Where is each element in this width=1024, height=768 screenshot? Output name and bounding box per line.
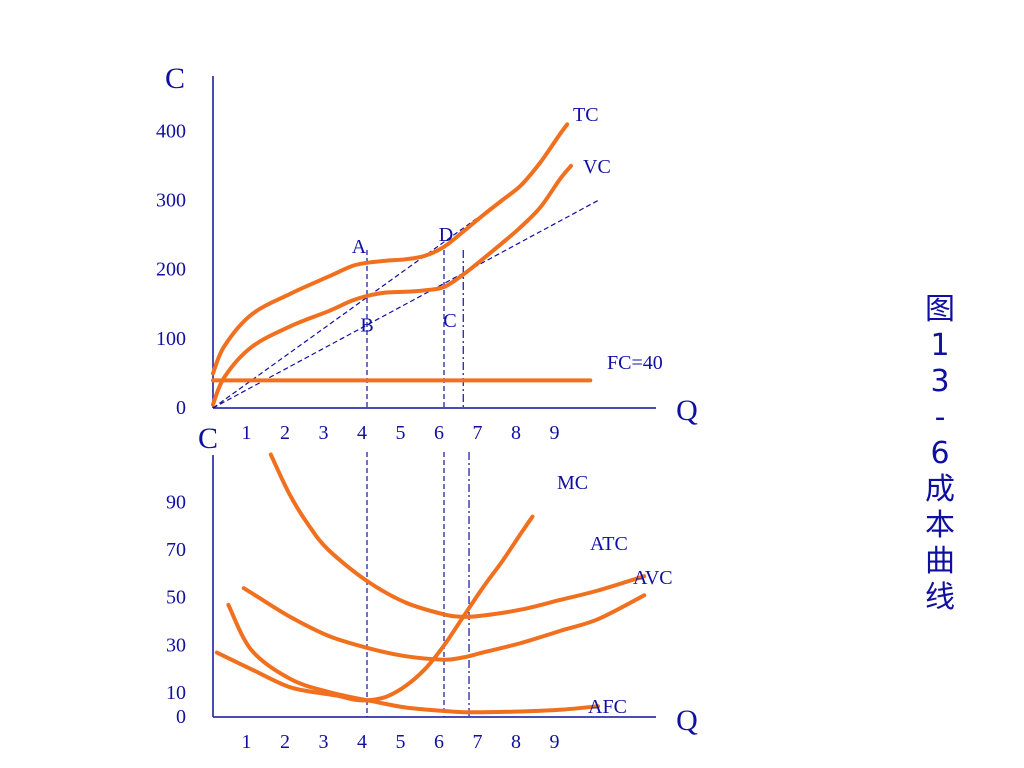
caption-char: 6 <box>930 436 950 471</box>
caption-char: 曲 <box>925 544 955 579</box>
unit-cost-y-axis-label: C <box>198 422 218 455</box>
total-cost-point-label-d: D <box>439 224 453 246</box>
unit-cost-afc-curve <box>214 650 600 715</box>
total-cost-guide-ray <box>212 199 599 409</box>
total-cost-tc-curve <box>211 122 570 376</box>
total-cost-x-tick-label: 6 <box>434 422 444 444</box>
total-cost-y-tick-label: 200 <box>156 259 186 281</box>
total-cost-x-axis-label: Q <box>676 394 698 427</box>
caption-char: 本 <box>925 508 955 543</box>
unit-cost-avc-label: AVC <box>633 567 673 589</box>
total-cost-y-tick-label: 100 <box>156 328 186 350</box>
total-cost-guide-ray <box>212 186 522 409</box>
unit-cost-avc-curve <box>241 586 647 662</box>
unit-cost-mc-curve <box>326 514 535 703</box>
unit-cost-y-tick-label: 0 <box>176 706 186 728</box>
total-cost-point-label-c: C <box>443 310 456 332</box>
total-cost-x-tick-label: 2 <box>280 422 290 444</box>
total-cost-tc-label: TC <box>573 104 599 126</box>
unit-cost-y-tick-label: 50 <box>166 587 186 609</box>
total-cost-point-label-b: B <box>360 314 373 336</box>
unit-cost-x-tick-label: 8 <box>511 731 521 753</box>
total-cost-x-tick-label: 1 <box>242 422 252 444</box>
unit-cost-atc-label: ATC <box>590 533 628 555</box>
total-cost-y-axis-label: C <box>165 62 185 95</box>
caption-char: - <box>934 400 946 435</box>
caption-char: 成 <box>925 472 955 507</box>
unit-cost-cost-curve <box>226 602 369 703</box>
unit-cost-y-tick-label: 70 <box>166 539 186 561</box>
unit-cost-x-tick-label: 4 <box>357 731 367 753</box>
caption-char: 1 <box>930 328 950 363</box>
total-cost-y-tick-label: 300 <box>156 190 186 212</box>
total-cost-x-tick-label: 3 <box>319 422 329 444</box>
total-cost-x-tick-label: 4 <box>357 422 367 444</box>
unit-cost-x-tick-label: 2 <box>280 731 290 753</box>
unit-cost-x-tick-label: 5 <box>396 731 406 753</box>
unit-cost-x-axis-label: Q <box>676 704 698 737</box>
total-cost-vc-label: VC <box>583 156 611 178</box>
unit-cost-y-tick-label: 30 <box>166 634 186 656</box>
unit-cost-afc-label: AFC <box>588 696 627 718</box>
total-cost-vc-curve <box>211 163 573 407</box>
total-cost-x-tick-label: 7 <box>473 422 483 444</box>
unit-cost-x-tick-label: 9 <box>550 731 560 753</box>
unit-cost-x-tick-label: 3 <box>319 731 329 753</box>
total-cost-x-tick-label: 5 <box>396 422 406 444</box>
total-cost-fc-40-label: FC=40 <box>607 352 663 374</box>
unit-cost-x-tick-label: 1 <box>242 731 252 753</box>
unit-cost-y-tick-label: 90 <box>166 491 186 513</box>
caption-char: 3 <box>930 364 950 399</box>
caption-char: 线 <box>925 580 955 615</box>
unit-cost-mc-label: MC <box>557 472 588 494</box>
unit-cost-atc-curve <box>268 452 647 619</box>
total-cost-point-label-a: A <box>352 236 367 258</box>
unit-cost-x-tick-label: 6 <box>434 731 444 753</box>
unit-cost-y-tick-label: 10 <box>166 682 186 704</box>
caption-char: 图 <box>925 292 955 327</box>
unit-cost-x-tick-label: 7 <box>473 731 483 753</box>
total-cost-y-tick-label: 400 <box>156 120 186 142</box>
total-cost-y-tick-label: 0 <box>176 397 186 419</box>
total-cost-x-tick-label: 9 <box>550 422 560 444</box>
total-cost-x-tick-label: 8 <box>511 422 521 444</box>
